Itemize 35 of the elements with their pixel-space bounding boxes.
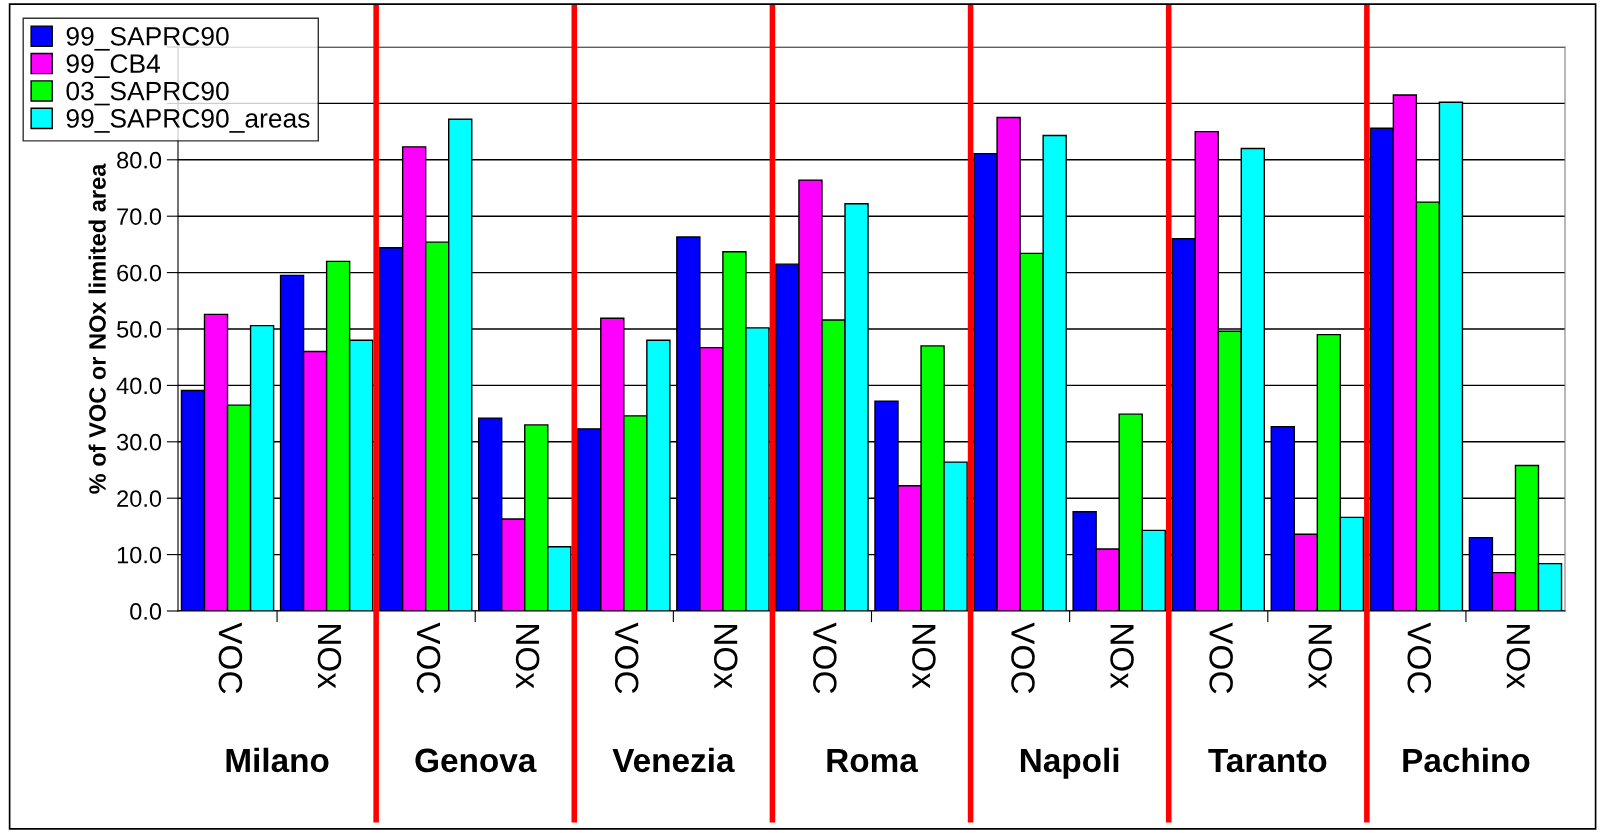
x-tick-label: VOC bbox=[1011, 622, 1035, 694]
text: Pachino bbox=[1403, 747, 1530, 773]
x-tick-label: NOx bbox=[713, 625, 738, 689]
text: Milano bbox=[226, 747, 329, 773]
x-tick-label: VOC bbox=[1209, 622, 1233, 694]
legend-label: 03_SAPRC90 bbox=[66, 81, 229, 106]
y-tick-label: 10.0 bbox=[117, 546, 162, 564]
text: Venezia bbox=[612, 747, 735, 773]
y-axis-title: % of VOC or NOx limited area bbox=[88, 163, 106, 494]
x-tick-label: NOx bbox=[912, 625, 936, 689]
x-tick-label: NOx bbox=[1308, 625, 1332, 689]
x-tick-label: NOx bbox=[1506, 625, 1531, 689]
y-tick-label: 40.0 bbox=[116, 377, 162, 395]
legend-label: 99_SAPRC90 bbox=[66, 26, 229, 51]
text: Napoli bbox=[1020, 747, 1119, 779]
x-tick-label: VOC bbox=[218, 622, 243, 694]
x-tick-label: NOx bbox=[515, 625, 540, 689]
text: Roma bbox=[827, 748, 919, 773]
x-tick-label: VOC bbox=[1407, 622, 1432, 694]
y-tick-label: 50.0 bbox=[117, 321, 162, 338]
y-tick-label: 60.0 bbox=[117, 264, 162, 282]
x-tick-label: VOC bbox=[813, 622, 837, 694]
x-tick-label: NOx bbox=[1110, 625, 1134, 689]
y-tick-label: 20.0 bbox=[117, 490, 162, 507]
x-tick-label: VOC bbox=[416, 622, 441, 694]
legend-label: 99_SAPRC90_areas bbox=[66, 109, 310, 133]
y-tick-label: 80.0 bbox=[117, 151, 162, 169]
text: Taranto bbox=[1208, 748, 1327, 773]
legend-label: 99_CB4 bbox=[66, 54, 161, 78]
x-tick-label: NOx bbox=[317, 625, 342, 689]
text: Genova bbox=[415, 748, 537, 773]
y-tick-label: 30.0 bbox=[116, 433, 162, 451]
x-tick-label: VOC bbox=[614, 622, 639, 694]
y-tick-label: 70.0 bbox=[117, 208, 162, 225]
y-tick-label: 0.0 bbox=[130, 603, 162, 620]
